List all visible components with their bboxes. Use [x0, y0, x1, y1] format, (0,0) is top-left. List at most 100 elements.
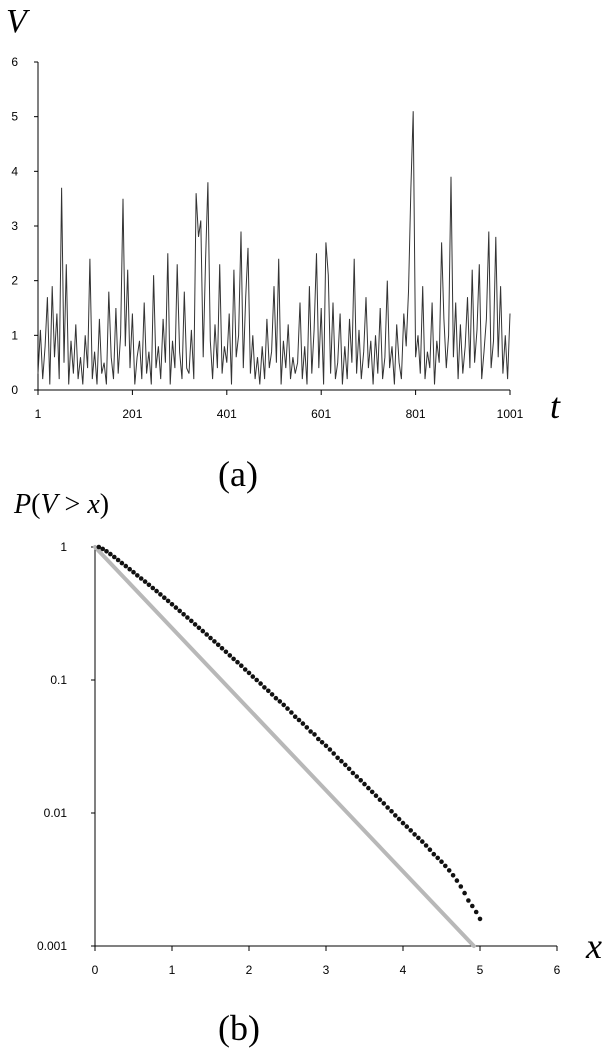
data-point	[173, 605, 179, 610]
data-point	[100, 546, 105, 552]
data-point	[343, 762, 348, 768]
data-point	[215, 642, 221, 648]
y-tick-label: 2	[11, 274, 18, 288]
panel-a-x-axis-label: t	[550, 386, 561, 426]
x-tick-label: 1	[169, 963, 176, 977]
data-point	[473, 909, 479, 915]
data-point	[450, 873, 456, 878]
data-point	[169, 602, 175, 607]
y-tick-label: 0.01	[44, 806, 68, 820]
data-point	[304, 725, 310, 730]
data-point	[443, 863, 448, 869]
data-point	[212, 639, 217, 644]
data-point	[281, 702, 287, 708]
y-tick-label: 3	[11, 219, 18, 233]
x-tick-label: 5	[477, 963, 484, 977]
data-point	[239, 663, 244, 668]
panel-a-x-ticks: 1 201 401 601 801 1001	[35, 390, 524, 421]
data-point	[323, 743, 329, 749]
data-point	[296, 717, 302, 723]
y-tick-label: 4	[11, 164, 18, 178]
data-point	[177, 608, 182, 614]
data-point	[435, 855, 441, 861]
data-point	[331, 751, 337, 756]
data-point	[231, 656, 236, 662]
data-point	[416, 835, 421, 841]
data-point	[104, 549, 109, 554]
data-point	[339, 758, 344, 764]
data-point	[258, 681, 263, 686]
x-tick-label: 401	[217, 407, 237, 421]
x-tick-label: 6	[554, 963, 561, 977]
panel-a-y-axis-label: V	[6, 3, 31, 40]
data-point	[219, 646, 225, 651]
panel-a-label: (a)	[218, 454, 258, 494]
data-point	[462, 890, 467, 896]
data-point	[346, 766, 352, 772]
data-point	[300, 721, 306, 726]
x-tick-label: 4	[400, 963, 407, 977]
data-point	[250, 674, 256, 679]
data-point	[400, 820, 406, 826]
data-point	[393, 813, 398, 818]
data-point	[235, 659, 240, 665]
data-point	[262, 685, 267, 690]
data-point	[466, 898, 471, 903]
data-point	[185, 615, 190, 620]
data-point	[181, 612, 186, 617]
data-point	[377, 797, 383, 802]
data-point	[119, 560, 125, 566]
data-point	[292, 714, 298, 719]
fit-line	[93, 545, 476, 948]
data-point	[431, 851, 437, 857]
data-point	[458, 884, 464, 889]
series-line	[37, 111, 511, 385]
panel-b-points	[96, 544, 483, 922]
data-point	[246, 670, 252, 676]
data-point	[242, 667, 248, 672]
data-point	[439, 859, 444, 864]
x-tick-label: 601	[311, 407, 331, 421]
data-point	[404, 824, 410, 829]
data-point	[138, 576, 144, 581]
data-point	[319, 740, 325, 745]
data-point	[227, 653, 233, 658]
data-point	[223, 649, 229, 655]
data-point	[254, 677, 259, 683]
data-point	[373, 793, 379, 798]
data-point	[162, 595, 167, 600]
y-tick-label: 5	[11, 110, 18, 124]
data-point	[204, 632, 209, 637]
data-point	[354, 774, 360, 779]
data-point	[420, 839, 425, 844]
x-tick-label: 2	[246, 963, 253, 977]
data-point	[385, 805, 390, 810]
x-tick-label: 1	[35, 407, 42, 421]
data-point	[269, 692, 275, 697]
y-tick-label: 1	[60, 540, 67, 554]
data-point	[289, 710, 294, 715]
data-point	[366, 785, 371, 791]
x-tick-label: 201	[122, 407, 142, 421]
panel-b-x-axis-label: x	[585, 926, 602, 966]
data-point	[312, 732, 317, 737]
panel-a-y-ticks: 0 1 2 3 4 5 6	[11, 55, 38, 397]
data-point	[358, 778, 364, 783]
y-tick-label: 0.1	[50, 673, 67, 687]
x-tick-label: 3	[323, 963, 330, 977]
data-point	[381, 801, 387, 806]
data-point	[308, 729, 313, 734]
data-point	[408, 828, 414, 833]
panel-b-y-ticks: 1 0.1 0.01 0.001	[37, 540, 95, 953]
data-point	[200, 628, 206, 634]
y-tick-label: 1	[11, 328, 18, 342]
data-point	[165, 598, 171, 604]
data-point	[327, 747, 333, 752]
data-point	[389, 809, 394, 814]
panel-b-label: (b)	[218, 1008, 260, 1048]
data-point	[396, 816, 402, 822]
y-tick-label: 6	[11, 55, 18, 69]
data-point	[142, 579, 148, 584]
data-point	[446, 868, 452, 873]
